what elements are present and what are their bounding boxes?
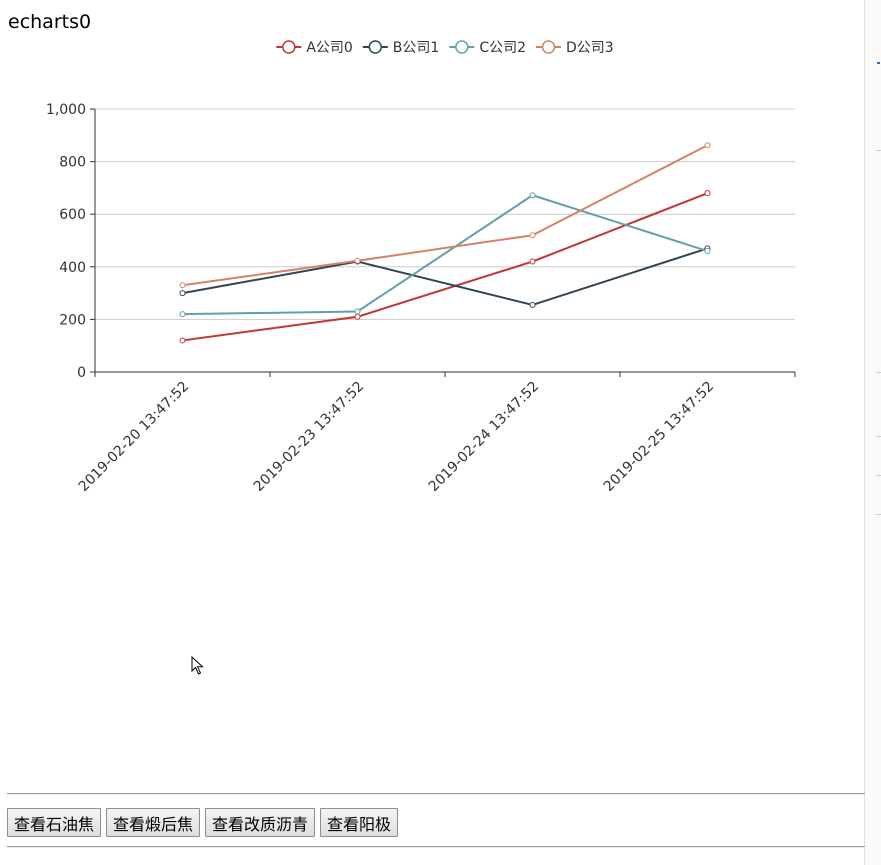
x-tick-label: 2019-02-24 13:47:52 [426, 378, 542, 494]
x-tick-label: 2019-02-20 13:47:52 [76, 378, 192, 494]
data-point [179, 290, 186, 297]
y-tick-label: 800 [59, 155, 86, 171]
legend-label: B公司1 [393, 40, 440, 56]
view-calcined-coke-button[interactable]: 查看煅后焦 [106, 808, 201, 837]
series-lines [179, 142, 711, 344]
view-anode-button[interactable]: 查看阳极 [320, 808, 399, 837]
button-row: 查看石油焦 查看煅后焦 查看改质沥青 查看阳极 [7, 808, 399, 837]
legend-label: A公司0 [306, 40, 352, 56]
data-point [179, 337, 186, 344]
edge-tick [876, 372, 881, 373]
series-line [182, 247, 708, 306]
y-tick-label: 1,000 [46, 102, 86, 118]
legend-circle-icon [541, 40, 556, 54]
series-line [182, 192, 708, 342]
series-line [182, 144, 708, 287]
legend-label: D公司3 [566, 40, 614, 56]
data-point [529, 232, 536, 239]
legend-label: C公司2 [479, 40, 526, 56]
data-point [529, 192, 536, 199]
grid-lines [95, 108, 795, 320]
view-modified-pitch-button[interactable]: 查看改质沥青 [205, 808, 316, 837]
data-point [704, 190, 711, 197]
data-point [704, 248, 711, 255]
data-point [529, 258, 536, 265]
legend-item: C公司2 [449, 40, 526, 56]
legend-item: B公司1 [362, 40, 440, 56]
y-tick-label: 600 [59, 207, 86, 223]
data-point [529, 301, 536, 308]
data-point [704, 142, 711, 149]
chart-legend: A公司0 B公司1 C公司2 D公司3 [276, 40, 614, 56]
data-point [354, 257, 361, 264]
edge-marker [877, 62, 880, 64]
chart-axes [94, 109, 795, 373]
data-point [179, 282, 186, 289]
x-tick-label: 2019-02-23 13:47:52 [251, 378, 367, 494]
y-tick-label: 400 [59, 260, 86, 276]
y-tick-label: 0 [77, 365, 86, 381]
legend-circle-icon [368, 40, 383, 54]
data-point [179, 311, 186, 318]
right-edge-panel [864, 0, 881, 865]
x-tick-label: 2019-02-25 13:47:52 [601, 378, 717, 494]
legend-circle-icon [455, 40, 469, 54]
edge-tick [876, 150, 881, 151]
mouse-cursor-icon [191, 656, 204, 675]
x-axis-ticks: 2019-02-20 13:47:52 2019-02-23 13:47:52 20… [76, 372, 796, 495]
y-tick-label: 200 [59, 312, 86, 328]
divider-bottom [7, 846, 865, 848]
page-title: echarts0 [8, 11, 92, 33]
view-petroleum-coke-button[interactable]: 查看石油焦 [7, 808, 102, 837]
data-point [354, 308, 361, 315]
edge-tick [876, 514, 881, 515]
edge-tick [876, 436, 881, 437]
legend-item: D公司3 [536, 40, 614, 56]
y-axis-ticks: 0 200 400 600 800 1,000 [46, 102, 95, 381]
data-point [354, 313, 361, 320]
divider-top [7, 793, 865, 795]
legend-circle-icon [282, 40, 296, 54]
edge-tick [876, 475, 881, 476]
series-line [182, 194, 708, 316]
legend-item: A公司0 [276, 40, 353, 56]
